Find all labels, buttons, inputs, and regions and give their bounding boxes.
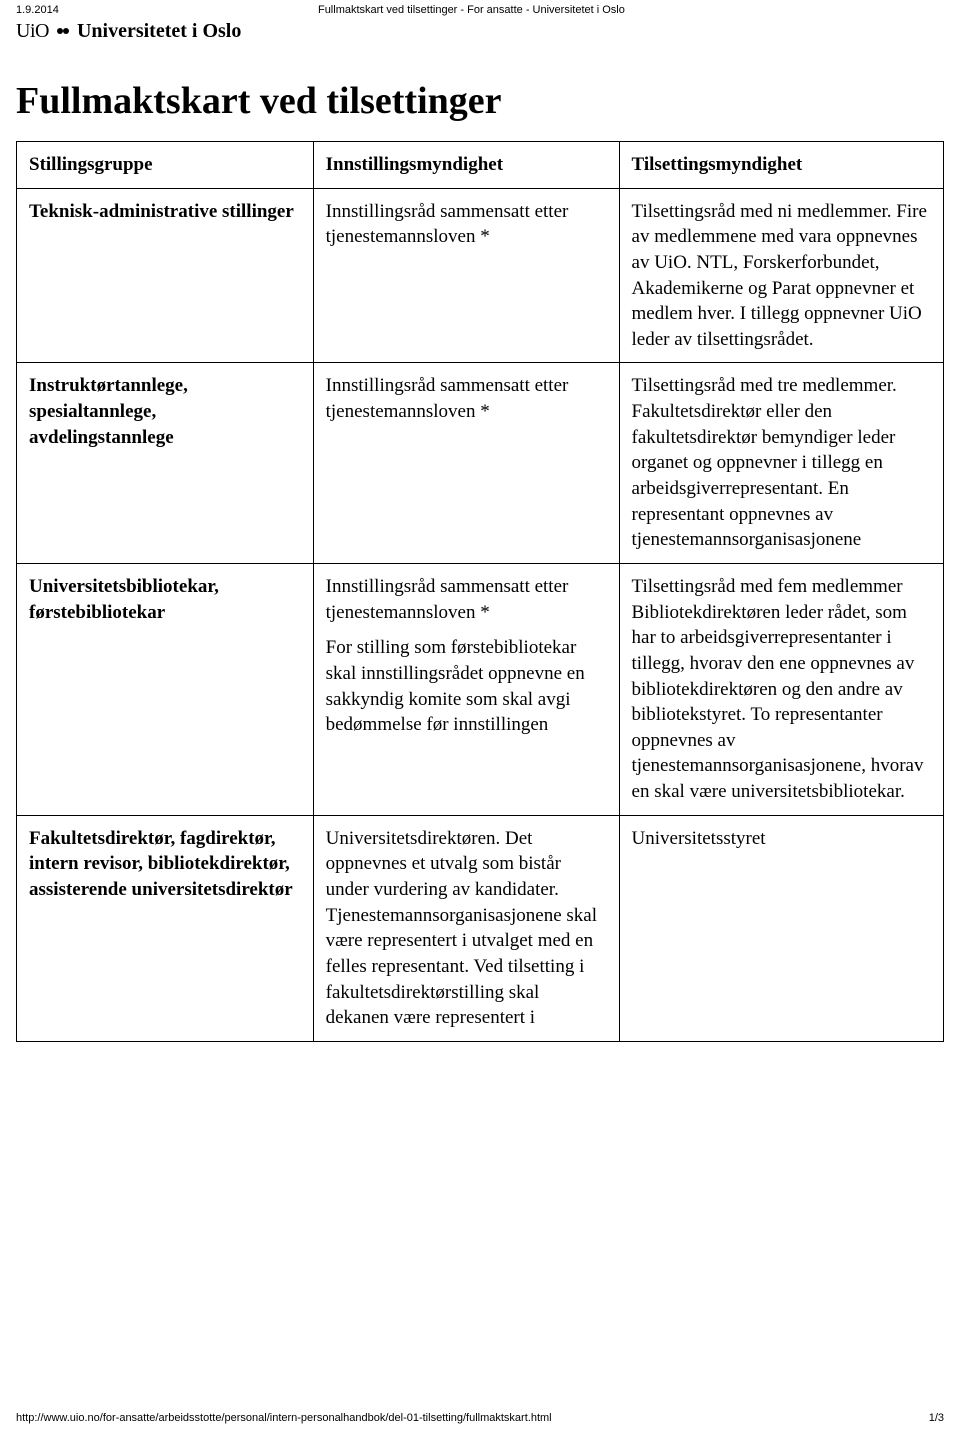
page: 1.9.2014 Fullmaktskart ved tilsettinger … bbox=[0, 0, 960, 1430]
col-header-stillingsgruppe: Stillingsgruppe bbox=[17, 142, 314, 189]
cell-stillingsgruppe: Fakultetsdirektør, fagdirektør, intern r… bbox=[17, 815, 314, 1041]
table-row: Instruktørtannlege, spesialtannlege, avd… bbox=[17, 363, 944, 563]
logo-short: UiO bbox=[16, 20, 49, 43]
logo-separator-icon bbox=[55, 23, 71, 41]
col-header-tilsettingsmyndighet: Tilsettingsmyndighet bbox=[619, 142, 943, 189]
cell-innstillingsmyndighet: Innstillingsråd sammensatt etter tjenest… bbox=[313, 188, 619, 363]
cell-text-a: Innstillingsråd sammensatt etter tjenest… bbox=[326, 576, 569, 623]
cell-stillingsgruppe: Universitetsbibliotekar, førstebibliotek… bbox=[17, 563, 314, 815]
table-row: Universitetsbibliotekar, førstebibliotek… bbox=[17, 563, 944, 815]
table-row: Teknisk-administrative stillinger Innsti… bbox=[17, 188, 944, 363]
site-logo: UiO Universitetet i Oslo bbox=[0, 18, 960, 51]
col-header-innstillingsmyndighet: Innstillingsmyndighet bbox=[313, 142, 619, 189]
cell-tilsettingsmyndighet: Tilsettingsråd med fem medlemmer Bibliot… bbox=[619, 563, 943, 815]
footer-url: http://www.uio.no/for-ansatte/arbeidssto… bbox=[16, 1412, 552, 1424]
print-footer: http://www.uio.no/for-ansatte/arbeidssto… bbox=[16, 1412, 944, 1424]
print-date: 1.9.2014 bbox=[16, 4, 59, 16]
footer-page-number: 1/3 bbox=[929, 1412, 944, 1424]
table-header-row: Stillingsgruppe Innstillingsmyndighet Ti… bbox=[17, 142, 944, 189]
cell-tilsettingsmyndighet: Tilsettingsråd med tre medlemmer. Fakult… bbox=[619, 363, 943, 563]
cell-tilsettingsmyndighet: Tilsettingsråd med ni medlemmer. Fire av… bbox=[619, 188, 943, 363]
print-title: Fullmaktskart ved tilsettinger - For ans… bbox=[59, 4, 884, 16]
cell-innstillingsmyndighet: Innstillingsråd sammensatt etter tjenest… bbox=[313, 563, 619, 815]
print-header: 1.9.2014 Fullmaktskart ved tilsettinger … bbox=[0, 0, 960, 18]
authority-table: Stillingsgruppe Innstillingsmyndighet Ti… bbox=[16, 141, 944, 1042]
table-row: Fakultetsdirektør, fagdirektør, intern r… bbox=[17, 815, 944, 1041]
cell-text-b: For stilling som førstebibliotekar skal … bbox=[326, 635, 607, 738]
cell-stillingsgruppe: Teknisk-administrative stillinger bbox=[17, 188, 314, 363]
page-title: Fullmaktskart ved tilsettinger bbox=[16, 79, 944, 123]
cell-tilsettingsmyndighet: Universitetsstyret bbox=[619, 815, 943, 1041]
cell-innstillingsmyndighet: Universitetsdirektøren. Det oppnevnes et… bbox=[313, 815, 619, 1041]
logo-full: Universitetet i Oslo bbox=[77, 20, 241, 43]
cell-innstillingsmyndighet: Innstillingsråd sammensatt etter tjenest… bbox=[313, 363, 619, 563]
cell-stillingsgruppe: Instruktørtannlege, spesialtannlege, avd… bbox=[17, 363, 314, 563]
